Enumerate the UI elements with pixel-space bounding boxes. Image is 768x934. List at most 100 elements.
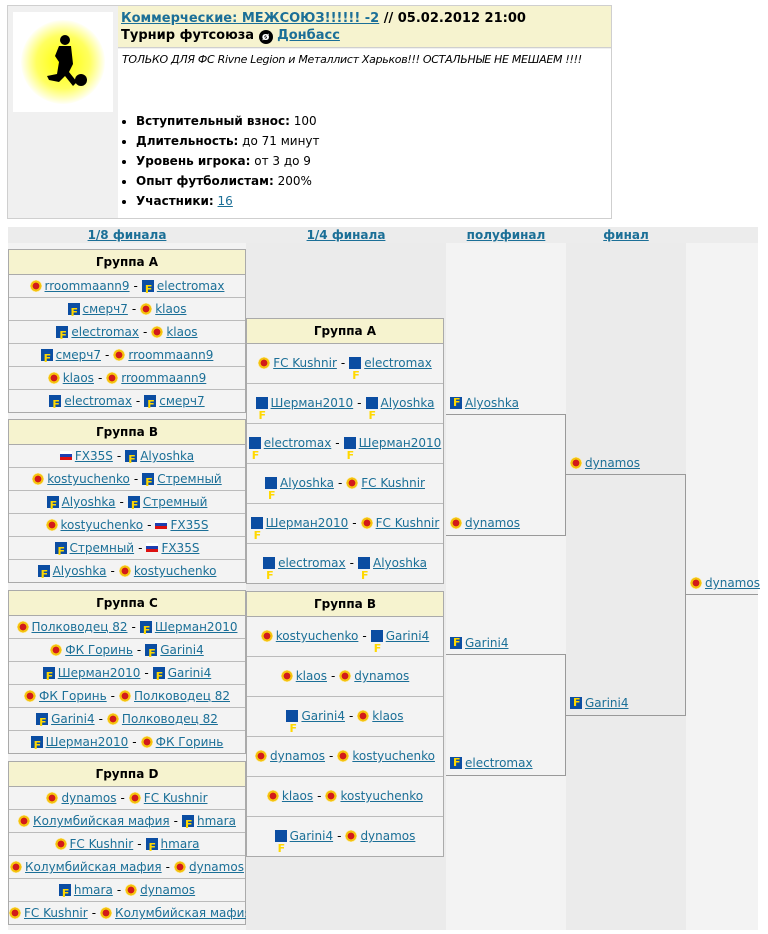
team-link[interactable]: FC Kushnir: [69, 837, 134, 851]
team-link[interactable]: hmara: [73, 883, 113, 897]
team-link[interactable]: Alyoshka: [280, 476, 334, 490]
team-link[interactable]: klaos: [372, 709, 404, 723]
tournament-header: Коммерческие: МЕЖСОЮЗ!!!!!! -2 // 05.02.…: [118, 6, 611, 48]
team-link[interactable]: Шерман2010: [154, 620, 238, 634]
team-link[interactable]: electromax: [278, 556, 346, 570]
team-link[interactable]: Шерман2010: [57, 666, 141, 680]
team: Стремный: [127, 495, 208, 517]
team-link[interactable]: klaos: [155, 302, 187, 316]
team-link[interactable]: FX35S: [161, 541, 200, 555]
team-link[interactable]: Стремный: [69, 541, 135, 555]
match-row: kostyuchenko - FX35S: [9, 514, 245, 537]
team-link[interactable]: dynamos: [360, 829, 416, 843]
team-link[interactable]: kostyuchenko: [275, 629, 359, 643]
team-link[interactable]: смерч7: [159, 394, 205, 408]
team-link[interactable]: rroommaann9: [44, 279, 130, 293]
tournament-title-link[interactable]: Коммерческие: МЕЖСОЮЗ!!!!!! -2: [121, 11, 380, 26]
team-link[interactable]: Стремный: [157, 472, 222, 486]
team-link[interactable]: electromax: [364, 356, 432, 370]
team-link[interactable]: Garini4: [289, 829, 334, 843]
team-link[interactable]: dynamos: [270, 749, 326, 763]
team-link[interactable]: Шерман2010: [270, 396, 354, 410]
team-link[interactable]: FC Kushnir: [361, 476, 425, 490]
team-link[interactable]: klaos: [62, 371, 94, 385]
participants-link[interactable]: 16: [217, 194, 233, 208]
team-link[interactable]: FX35S: [74, 449, 113, 463]
team-link[interactable]: kostyuchenko: [47, 472, 130, 486]
team-link[interactable]: Alyoshka: [380, 396, 435, 410]
team-link[interactable]: Garini4: [167, 666, 212, 680]
team-link[interactable]: electromax: [263, 436, 332, 450]
round-link-semifinal[interactable]: полуфинал: [466, 228, 546, 242]
team-f-logo-icon: [40, 348, 53, 370]
round-link-1-4[interactable]: 1/4 финала: [306, 228, 386, 242]
match-row: FC Kushnir- electromax: [247, 344, 443, 395]
team-link[interactable]: electromax: [465, 756, 533, 770]
round-link-1-8[interactable]: 1/8 финала: [87, 228, 167, 242]
team-link[interactable]: Колумбийская мафия: [33, 814, 170, 828]
team-link[interactable]: Стремный: [142, 495, 208, 509]
team-link[interactable]: Garini4: [160, 643, 204, 657]
team-link[interactable]: Garini4: [385, 629, 430, 643]
team-link[interactable]: klaos: [295, 669, 327, 683]
team-link[interactable]: Полководец 82: [121, 712, 218, 726]
team-f-logo-icon: [370, 629, 383, 668]
team-link[interactable]: dynamos: [61, 791, 117, 805]
team-link[interactable]: klaos: [281, 789, 314, 803]
team-link[interactable]: Alyoshka: [372, 556, 427, 570]
match-row: klaos - dynamos: [247, 657, 443, 697]
team-link[interactable]: dynamos: [354, 669, 410, 683]
team-link[interactable]: dynamos: [188, 860, 244, 874]
team-link[interactable]: Шерман2010: [265, 516, 349, 530]
team-link[interactable]: Garini4: [585, 696, 629, 710]
team-link[interactable]: dynamos: [140, 883, 196, 897]
team-link[interactable]: electromax: [156, 279, 225, 293]
team-link[interactable]: Garini4: [51, 712, 95, 726]
team-link[interactable]: FC Kushnir: [273, 356, 337, 370]
team-link[interactable]: hmara: [160, 837, 200, 851]
team-link[interactable]: rroommaann9: [121, 371, 207, 385]
team-link[interactable]: dynamos: [585, 456, 640, 470]
team-link[interactable]: FC Kushnir: [24, 906, 88, 920]
team-link[interactable]: ФК Горинь: [39, 689, 107, 703]
team-link[interactable]: Alyoshka: [140, 449, 195, 463]
union-link[interactable]: Донбасс: [277, 28, 340, 43]
team-link[interactable]: FC Kushnir: [143, 791, 208, 805]
team-link[interactable]: Alyoshka: [52, 564, 107, 578]
team-crest-icon: [337, 750, 350, 762]
team: смерч7: [144, 394, 205, 416]
team-link[interactable]: Garini4: [301, 709, 345, 723]
team-link[interactable]: ФК Горинь: [155, 735, 224, 749]
team-link[interactable]: Alyoshka: [61, 495, 116, 509]
team-link[interactable]: dynamos: [465, 516, 520, 530]
team-link[interactable]: Полководец 82: [134, 689, 230, 703]
team-link[interactable]: Полководец 82: [31, 620, 128, 634]
team-link[interactable]: ФК Горинь: [65, 643, 133, 657]
team-link[interactable]: FX35S: [170, 518, 209, 532]
team-crest-icon: [9, 907, 21, 919]
team-link[interactable]: electromax: [64, 394, 132, 408]
team-f-logo-icon: [349, 356, 362, 395]
team-link[interactable]: hmara: [197, 814, 236, 828]
team-link[interactable]: rroommaann9: [128, 348, 214, 362]
team-link[interactable]: Шерман2010: [358, 436, 442, 450]
team-link[interactable]: Alyoshka: [465, 396, 519, 410]
team-link[interactable]: смерч7: [82, 302, 128, 316]
team-link[interactable]: kostyuchenko: [340, 789, 424, 803]
team-link[interactable]: смерч7: [55, 348, 101, 362]
team: Шерман2010: [30, 735, 129, 757]
team-link[interactable]: kostyuchenko: [60, 518, 144, 532]
team-link[interactable]: Колумбийская мафия: [115, 906, 252, 920]
team-link[interactable]: FC Kushnir: [375, 516, 440, 530]
team-link[interactable]: kostyuchenko: [133, 564, 217, 578]
team-link[interactable]: kostyuchenko: [352, 749, 435, 763]
team-link[interactable]: klaos: [166, 325, 198, 339]
team-link[interactable]: Колумбийская мафия: [25, 860, 162, 874]
team-link[interactable]: Garini4: [465, 636, 509, 650]
team-link[interactable]: electromax: [71, 325, 139, 339]
round-link-final[interactable]: финал: [603, 228, 649, 242]
team-link[interactable]: Шерман2010: [45, 735, 129, 749]
team: смерч7: [40, 348, 101, 370]
team-link[interactable]: dynamos: [705, 576, 760, 590]
vs-separator: -: [131, 620, 136, 634]
